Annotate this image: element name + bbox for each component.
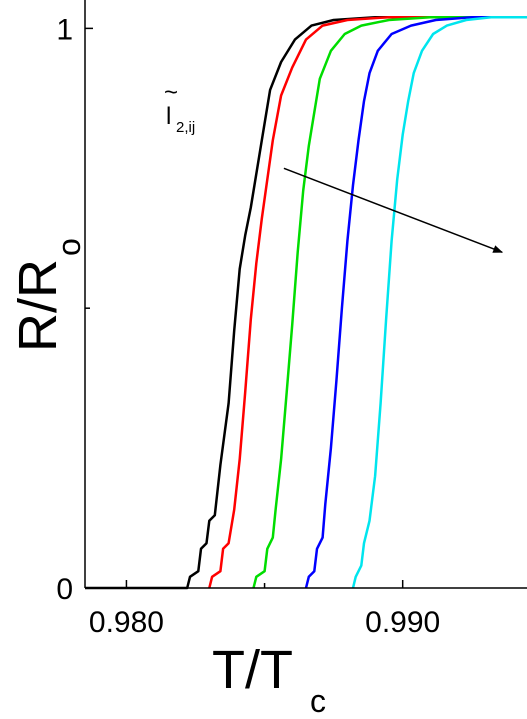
x-tick-label-2: 0.990 [365,606,440,639]
x-axis-title-main: T/T [212,640,293,700]
x-axis-title: T/T c [212,640,326,719]
annotation-tilde: ~ [164,79,178,106]
annotation-symbol: l [166,103,171,130]
series-line-5 [351,15,527,589]
x-axis-title-sub: c [310,683,326,719]
y-tick-label-1: 0 [56,573,73,606]
tick-layer: 0.980 0.990 0 1 [56,13,440,639]
y-axis-title: R/R o [8,238,87,352]
series-line-3 [252,15,527,589]
annotation: ~ l 2,ij [164,79,504,253]
series-line-1 [85,15,527,590]
x-tick-label-1: 0.980 [89,606,164,639]
y-axis-title-sub: o [51,238,87,256]
annotation-arrow [283,167,504,253]
series-line-2 [208,15,527,589]
y-axis-title-main: R/R [8,259,68,352]
series-line-4 [304,15,527,589]
annotation-subscript: 2,ij [176,119,195,136]
y-tick-label-2: 1 [56,13,73,46]
series-layer [85,15,527,590]
